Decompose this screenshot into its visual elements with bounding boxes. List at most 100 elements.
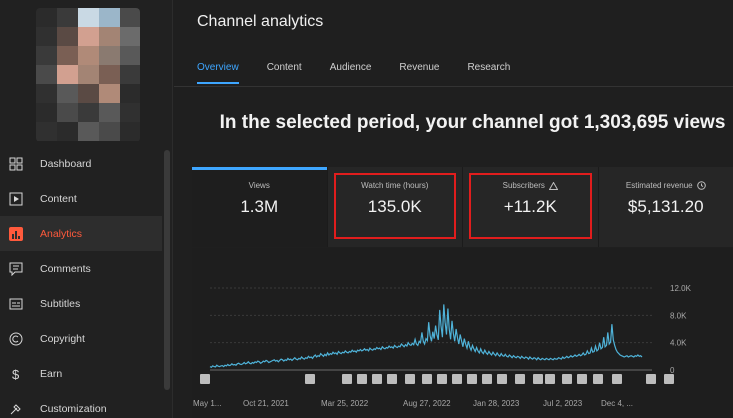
avatar-pixel (36, 122, 57, 141)
metric-label: Estimated revenue (599, 181, 733, 191)
chart-annotation-marker (372, 374, 382, 384)
avatar-pixel (99, 103, 120, 122)
avatar-pixel (78, 27, 99, 46)
avatar-pixel (120, 27, 140, 46)
chart-annotation-marker (533, 374, 543, 384)
metric-label-text: Views (248, 181, 270, 190)
tab-content[interactable]: Content (266, 62, 302, 73)
chart-annotation-marker (664, 374, 674, 384)
tabs-divider (174, 86, 733, 87)
y-tick-label: 4.0K (670, 339, 687, 348)
avatar-pixel (120, 122, 140, 141)
chart-annotation-marker (593, 374, 603, 384)
avatar-pixel (36, 8, 57, 27)
chart-annotation-marker (422, 374, 432, 384)
tab-research[interactable]: Research (467, 62, 511, 73)
sidebar-item-customization[interactable]: Customization (0, 391, 162, 418)
metric-card-subscribers[interactable]: Subscribers +11.2K (462, 167, 598, 247)
chart-annotation-marker (387, 374, 397, 384)
x-tick-label: Jan 28, 2023 (473, 399, 520, 408)
sidebar-item-label: Analytics (40, 227, 83, 240)
metric-cards: Views 1.3M Watch time (hours) 135.0K Subscri… (192, 167, 733, 247)
analytics-tabs: Overview Content Audience Revenue Research (197, 62, 538, 84)
metric-value: 1.3M (240, 197, 279, 216)
avatar-pixel (57, 46, 78, 65)
main-content: Channel analytics Overview Content Audienc… (174, 0, 733, 418)
avatar-pixel (99, 8, 120, 27)
sidebar-item-content[interactable]: Content (0, 181, 162, 216)
metric-label-text: Subscribers (502, 181, 545, 190)
avatar-pixel (78, 103, 99, 122)
sidebar-item-analytics[interactable]: Analytics (0, 216, 162, 251)
metric-label-text: Watch time (hours) (361, 181, 429, 190)
avatar-pixel (57, 122, 78, 141)
y-tick-label: 0 (670, 366, 675, 375)
highlight-box (469, 173, 592, 239)
x-tick-label: Oct 21, 2021 (243, 399, 289, 408)
avatar-pixel (36, 103, 57, 122)
sidebar-item-label: Copyright (40, 332, 85, 345)
content-icon (8, 191, 24, 207)
sidebar-scrollbar[interactable] (164, 150, 170, 390)
avatar-pixel (120, 103, 140, 122)
avatar-pixel (36, 27, 57, 46)
chart-annotation-marker (342, 374, 352, 384)
chart-annotation-marker (305, 374, 315, 384)
chart-annotation-marker (646, 374, 656, 384)
sidebar-item-comments[interactable]: Comments (0, 251, 162, 286)
sidebar-item-label: Subtitles (40, 297, 81, 310)
comments-icon (8, 261, 24, 277)
metric-value: 135.0K (367, 197, 422, 216)
avatar-pixel (99, 122, 120, 141)
dashboard-icon (8, 156, 24, 172)
avatar-pixel (120, 46, 140, 65)
sidebar-item-label: Dashboard (40, 157, 92, 170)
avatar-pixel (36, 65, 57, 84)
analytics-icon (8, 226, 24, 242)
avatar-pixel (78, 46, 99, 65)
metric-value: +11.2K (503, 197, 557, 216)
sidebar-item-earn[interactable]: $ Earn (0, 356, 162, 391)
sidebar: Dashboard Content Analytics Comments Subtitl… (0, 0, 173, 418)
chart-annotation-marker (405, 374, 415, 384)
highlight-box (333, 173, 456, 239)
metric-card-estimated-revenue[interactable]: Estimated revenue $5,131.20 (597, 167, 733, 247)
copyright-icon (8, 331, 24, 347)
chart-annotation-marker (515, 374, 525, 384)
subtitles-icon (8, 296, 24, 312)
period-headline: In the selected period, your channel got… (219, 112, 726, 133)
sidebar-item-label: Customization (40, 402, 107, 415)
avatar-pixel (78, 84, 99, 103)
metric-label: Subscribers (463, 181, 598, 190)
tab-revenue[interactable]: Revenue (399, 62, 440, 73)
svg-text:$: $ (12, 367, 20, 381)
views-chart-svg: 12.0K 8.0K 4.0K 0 May 1... Oct 21, 2021 Mar 25… (193, 284, 692, 408)
sidebar-item-dashboard[interactable]: Dashboard (0, 146, 162, 181)
metric-card-views[interactable]: Views 1.3M (192, 167, 327, 247)
chart-annotation-marker (357, 374, 367, 384)
chart-annotation-marker (467, 374, 477, 384)
views-chart: 12.0K 8.0K 4.0K 0 May 1... Oct 21, 2021 Mar 25… (192, 248, 733, 418)
avatar-pixel (120, 8, 140, 27)
sidebar-nav: Dashboard Content Analytics Comments Subtitl… (0, 146, 162, 418)
tab-overview[interactable]: Overview (197, 62, 239, 84)
avatar-pixel (78, 8, 99, 27)
sidebar-item-subtitles[interactable]: Subtitles (0, 286, 162, 321)
sidebar-item-label: Content (40, 192, 77, 205)
sidebar-item-copyright[interactable]: Copyright (0, 321, 162, 356)
warning-icon[interactable] (545, 181, 559, 190)
chart-annotation-marker (437, 374, 447, 384)
metric-card-watch-time-hours[interactable]: Watch time (hours) 135.0K (326, 167, 462, 247)
avatar[interactable] (36, 8, 140, 142)
y-tick-label: 8.0K (670, 311, 687, 320)
chart-annotation-marker (562, 374, 572, 384)
x-tick-label: Mar 25, 2022 (321, 399, 369, 408)
avatar-pixel (57, 27, 78, 46)
avatar-pixel (57, 103, 78, 122)
tab-audience[interactable]: Audience (329, 62, 372, 73)
avatar-pixel (99, 65, 120, 84)
avatar-pixel (57, 65, 78, 84)
avatar-pixel (36, 46, 57, 65)
clock-icon[interactable] (693, 181, 706, 191)
avatar-pixel (78, 122, 99, 141)
